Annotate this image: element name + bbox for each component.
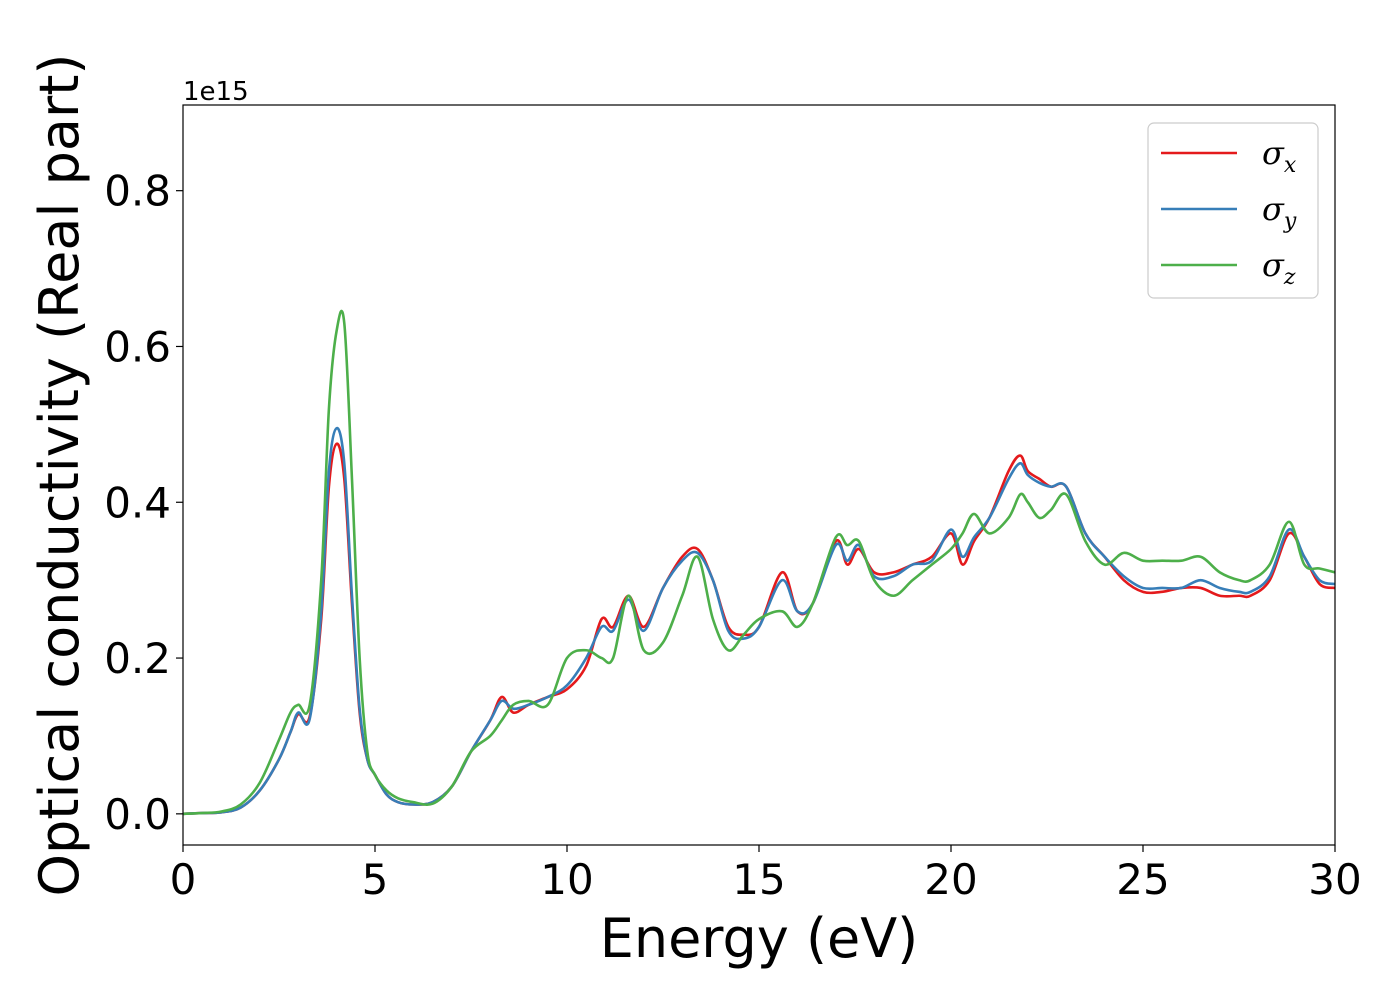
series-line-2	[183, 426, 1335, 816]
y-axis-label: Optical conductivity (Real part)	[28, 54, 91, 897]
y-tick-label: 0.0	[104, 790, 171, 839]
legend-label: σx	[1262, 134, 1297, 178]
legend-frame	[1147, 122, 1319, 299]
y-tick-label: 0.2	[104, 634, 171, 683]
legend-entries: σx σy σz	[1161, 134, 1297, 290]
x-tick-label: 20	[924, 855, 977, 904]
x-axis-ticks: 0 5 10 15 20 25 30	[170, 845, 1362, 904]
x-tick-label: 5	[362, 855, 389, 904]
x-tick-label: 25	[1116, 855, 1169, 904]
series-line-3	[183, 309, 1335, 816]
y-axis-ticks: 0.0 0.2 0.4 0.6 0.8	[104, 167, 183, 839]
x-axis-label: Energy (eV)	[600, 907, 919, 970]
legend-label: σy	[1262, 190, 1297, 234]
series-lines	[183, 309, 1335, 816]
legend-label: σz	[1262, 246, 1296, 290]
x-tick-label: 15	[732, 855, 785, 904]
y-tick-label: 0.6	[104, 322, 171, 371]
y-tick-label: 0.8	[104, 167, 171, 216]
y-offset-text: 1e15	[183, 77, 249, 107]
legend: σx σy σz	[1147, 122, 1319, 299]
x-tick-label: 10	[540, 855, 593, 904]
y-tick-label: 0.4	[104, 478, 171, 527]
x-tick-label: 0	[170, 855, 197, 904]
x-tick-label: 30	[1308, 855, 1361, 904]
